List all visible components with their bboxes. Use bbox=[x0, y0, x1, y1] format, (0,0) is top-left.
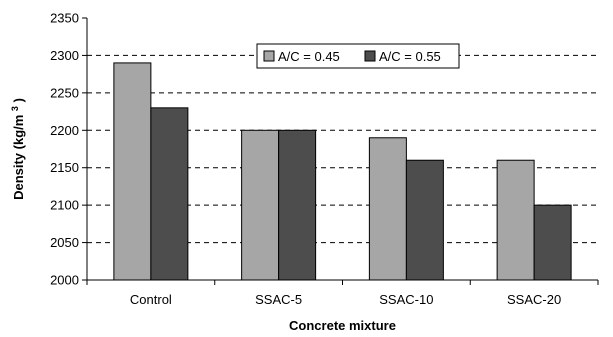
legend-swatch-series-2 bbox=[364, 50, 376, 62]
bar-control-series-2 bbox=[150, 107, 189, 281]
x-axis-title: Concrete mixture bbox=[289, 318, 396, 333]
y-tick-label: 2250 bbox=[50, 85, 79, 100]
y-tick-label: 2100 bbox=[50, 198, 79, 213]
y-axis-title-end: ) bbox=[11, 98, 26, 102]
bar-control-series-1 bbox=[113, 62, 152, 281]
legend-label-series-1: A/C = 0.45 bbox=[278, 49, 340, 64]
x-tick-label: Control bbox=[130, 292, 172, 307]
y-tick-label: 2000 bbox=[50, 273, 79, 288]
bar-ssac-5-series-1 bbox=[241, 129, 280, 281]
bar-ssac-20-series-2 bbox=[533, 204, 572, 281]
x-tick-labels: Control SSAC-5 SSAC-10 SSAC-20 bbox=[130, 292, 561, 307]
legend: A/C = 0.45 A/C = 0.55 bbox=[256, 43, 460, 69]
x-tick-label: SSAC-10 bbox=[379, 292, 433, 307]
bar-ssac-10-series-1 bbox=[368, 137, 407, 281]
bar-ssac-10-series-2 bbox=[405, 159, 444, 281]
bar-ssac-20-series-1 bbox=[496, 159, 535, 281]
bars bbox=[113, 62, 572, 281]
axes bbox=[82, 17, 599, 285]
y-axis-title: Density (kg/m 3 ) bbox=[10, 98, 26, 200]
y-tick-label: 2200 bbox=[50, 123, 79, 138]
x-tick-label: SSAC-20 bbox=[507, 292, 561, 307]
y-tick-label: 2350 bbox=[50, 11, 79, 26]
y-axis-title-superscript: 3 bbox=[10, 106, 20, 111]
y-tick-label: 2300 bbox=[50, 48, 79, 63]
bar-ssac-5-series-2 bbox=[278, 129, 317, 281]
legend-box bbox=[256, 43, 460, 69]
x-tick-label: SSAC-5 bbox=[255, 292, 302, 307]
y-axis-title-main: Density (kg/m bbox=[11, 115, 26, 200]
legend-label-series-2: A/C = 0.55 bbox=[379, 49, 441, 64]
y-tick-label: 2150 bbox=[50, 160, 79, 175]
y-tick-labels: 2000 2050 2100 2150 2200 2250 2300 2350 bbox=[50, 11, 79, 288]
y-tick-label: 2050 bbox=[50, 235, 79, 250]
legend-swatch-series-1 bbox=[263, 50, 275, 62]
